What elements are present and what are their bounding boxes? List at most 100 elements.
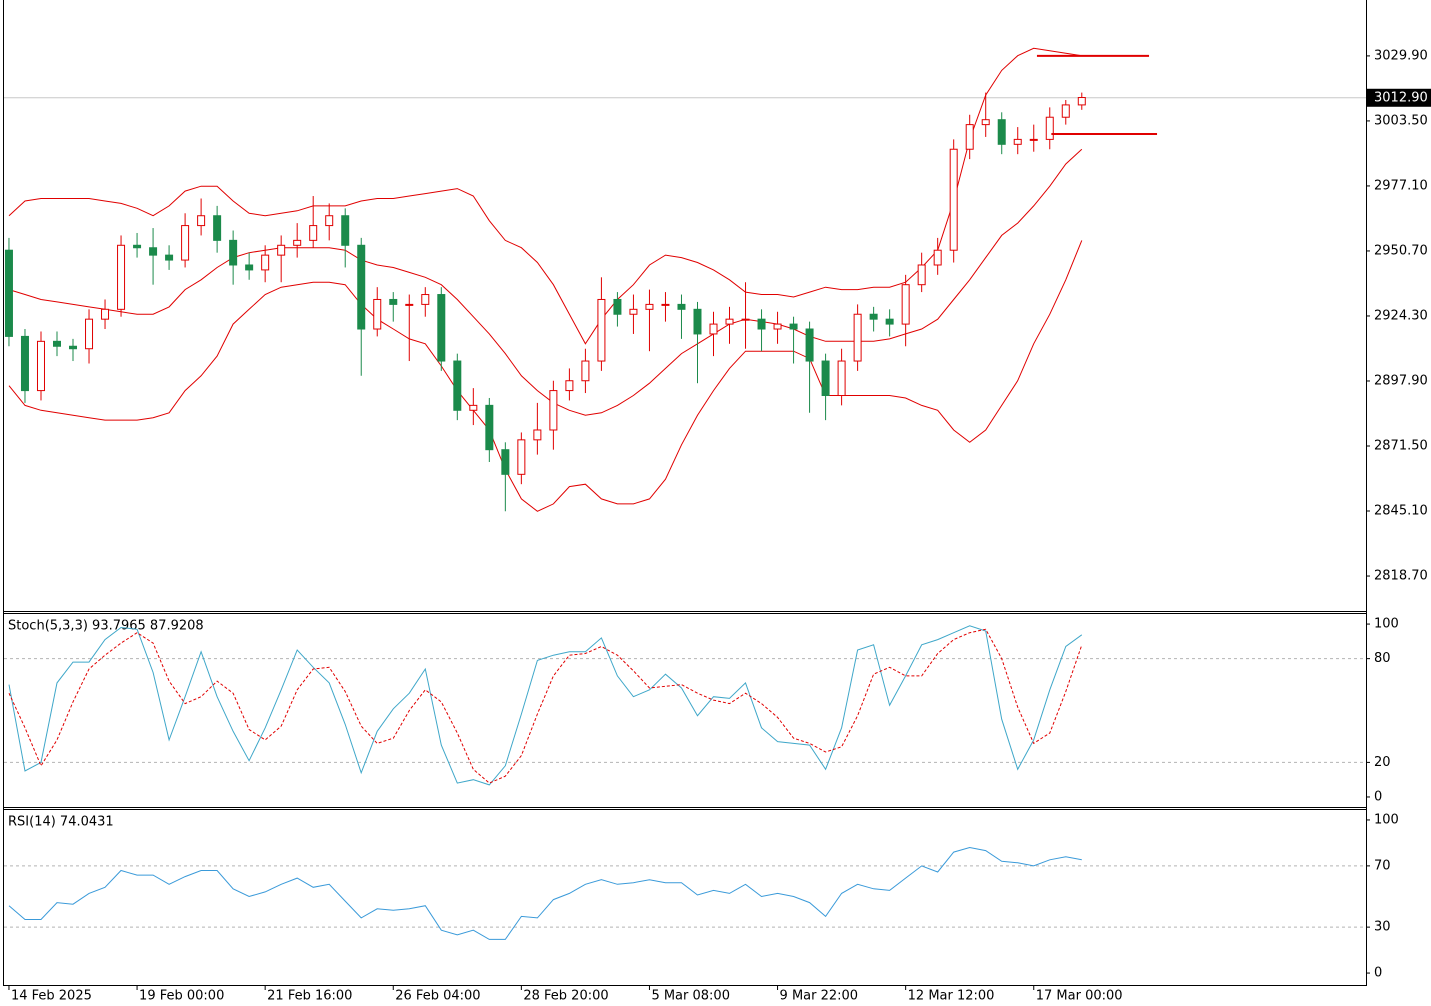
candle-body [725, 318, 734, 325]
candle-body [36, 340, 45, 392]
bollinger-lower [8, 240, 1083, 512]
y-tick-label: 30 [1374, 920, 1391, 935]
candle-body [1061, 104, 1070, 118]
candle-body [933, 249, 942, 266]
candle-body [757, 318, 766, 330]
candle-body [229, 239, 238, 266]
candle-body [741, 318, 750, 321]
candle-body [101, 308, 110, 320]
candle-body [997, 119, 1006, 145]
candle-body [1045, 116, 1054, 140]
candle-body [117, 244, 126, 310]
candle-body [661, 303, 670, 306]
y-tick-label: 0 [1374, 789, 1382, 804]
candle-body [69, 345, 78, 350]
candle-body [213, 215, 222, 241]
indicator-line [8, 625, 1083, 786]
y-tick-label: 2818.70 [1374, 569, 1428, 584]
candle-body [4, 249, 13, 337]
y-tick-label: 3029.90 [1374, 48, 1428, 63]
candle-body [773, 323, 782, 330]
candle-body [949, 148, 958, 251]
candle-body [1013, 138, 1022, 145]
candle-body [245, 264, 254, 271]
x-tick-label: 14 Feb 2025 [11, 989, 92, 1004]
candle-body [517, 439, 526, 475]
y-tick-label: 80 [1374, 651, 1391, 666]
y-tick-label: 2924.30 [1374, 308, 1428, 323]
candle-body [837, 360, 846, 397]
candle-body [197, 215, 206, 227]
candle-body [389, 298, 398, 305]
candle-body [437, 294, 446, 362]
candle-body [677, 303, 686, 310]
candle-body [357, 244, 366, 330]
last-price-label: 3012.90 [1374, 90, 1428, 105]
candle-body [709, 323, 718, 335]
candle-body [405, 303, 414, 306]
candle-body [309, 225, 318, 241]
candle-body [565, 380, 574, 392]
candle-body [597, 298, 606, 362]
candle-body [53, 340, 62, 347]
candle-body [533, 429, 542, 441]
candle-body [373, 298, 382, 330]
y-tick-label: 2897.90 [1374, 373, 1428, 388]
candle-body [85, 318, 94, 350]
x-tick-label: 5 Mar 08:00 [651, 989, 730, 1004]
x-tick-label: 19 Feb 00:00 [139, 989, 224, 1004]
candle-body [645, 303, 654, 310]
x-tick-label: 28 Feb 20:00 [523, 989, 608, 1004]
candle-body [20, 335, 29, 392]
candle-body [325, 215, 334, 227]
y-tick-label: 0 [1374, 966, 1382, 981]
y-tick-label: 70 [1374, 858, 1391, 873]
bollinger-upper [8, 47, 1082, 345]
stoch-label: Stoch(5,3,3) 93.7965 87.9208 [8, 619, 204, 634]
candle-body [133, 244, 142, 249]
rsi-label: RSI(14) 74.0431 [8, 815, 114, 830]
candle-body [917, 264, 926, 286]
candle-body [181, 225, 190, 261]
candle-body [549, 390, 558, 431]
y-tick-label: 20 [1374, 755, 1391, 770]
candle-body [421, 294, 430, 305]
y-tick-label: 100 [1374, 617, 1399, 632]
x-tick-label: 9 Mar 22:00 [780, 989, 859, 1004]
indicator-line [8, 628, 1083, 784]
candle-body [869, 313, 878, 320]
candle-body [693, 308, 702, 335]
candle-body [341, 215, 350, 246]
candle-body [261, 254, 270, 271]
y-tick-label: 3003.50 [1374, 113, 1428, 128]
x-tick-label: 26 Feb 04:00 [395, 989, 480, 1004]
y-tick-label: 2977.10 [1374, 178, 1428, 193]
candle-body [581, 360, 590, 382]
candle-body [1077, 97, 1086, 106]
candle-body [885, 318, 894, 325]
candle-body [277, 244, 286, 256]
candle-body [901, 284, 910, 325]
candle-body [453, 360, 462, 411]
y-tick-label: 2871.50 [1374, 438, 1428, 453]
candle-body [789, 323, 798, 330]
candle-body [965, 124, 974, 150]
candle-body [613, 298, 622, 315]
candle-body [485, 404, 494, 451]
y-tick-label: 2845.10 [1374, 504, 1428, 519]
y-tick-label: 100 [1374, 812, 1399, 827]
indicator-line [8, 846, 1082, 940]
candle-body [165, 254, 174, 261]
candle-body [149, 247, 158, 256]
candle-body [469, 404, 478, 411]
candle-body [629, 308, 638, 315]
x-tick-label: 17 Mar 00:00 [1036, 989, 1123, 1004]
candle-body [853, 313, 862, 362]
last-price-box [1367, 88, 1431, 107]
bollinger-middle [8, 148, 1083, 416]
candle-body [293, 239, 302, 246]
candle-body [1029, 138, 1038, 141]
y-tick-label: 2950.70 [1374, 243, 1428, 258]
